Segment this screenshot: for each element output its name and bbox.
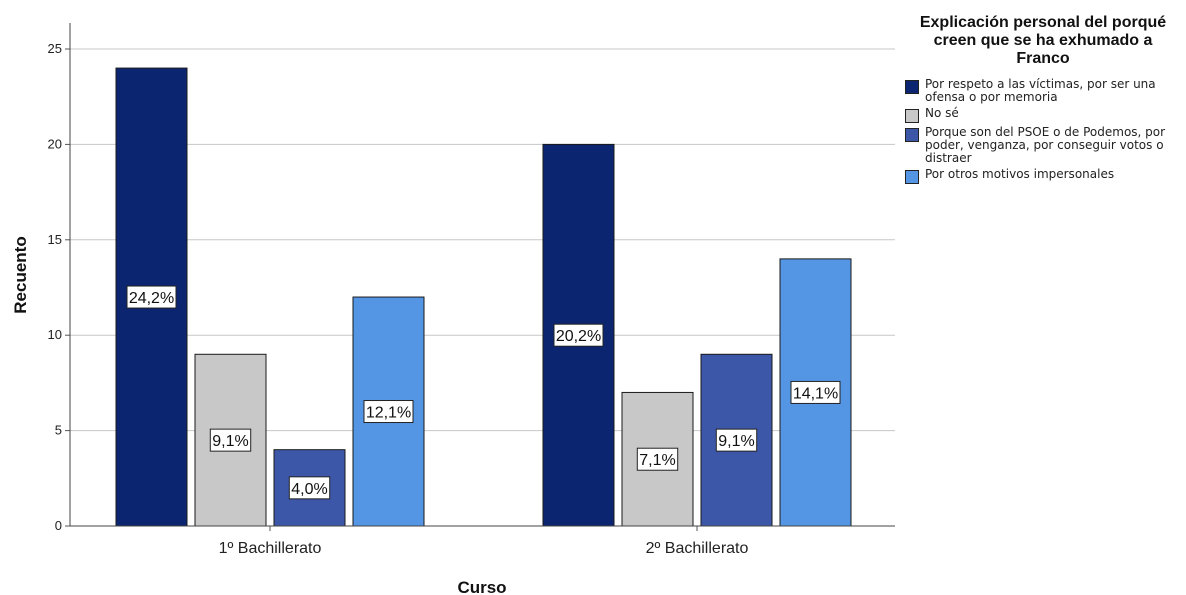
y-tick-label: 25 <box>48 41 62 56</box>
y-tick-label: 15 <box>48 232 62 247</box>
data-label: 4,0% <box>291 481 327 498</box>
y-tick-label: 10 <box>48 327 62 342</box>
data-label: 12,1% <box>366 405 411 422</box>
data-label-box <box>636 447 679 471</box>
legend-label: No sé <box>925 106 959 120</box>
axes: 0 5 10 15 20 25 1º Bachillerato 2º Bachillerato <box>48 23 895 557</box>
data-label-box <box>126 285 177 309</box>
data-label: 24,2% <box>129 290 174 307</box>
data-label-box <box>790 380 841 404</box>
data-label-box <box>288 476 331 500</box>
legend-title: Explicación personal del porqué creen qu… <box>919 14 1167 67</box>
data-label: 9,1% <box>718 433 754 450</box>
y-tick-label: 5 <box>55 423 62 438</box>
legend-label: Por respeto a las víctimas, por ser una … <box>925 77 1156 104</box>
y-axis-title: Recuento <box>11 236 30 313</box>
data-label: 9,1% <box>212 433 248 450</box>
legend-item: No sé <box>905 107 1181 123</box>
data-label-box <box>553 323 604 347</box>
x-axis-title: Curso <box>457 578 506 595</box>
legend-swatch <box>905 109 919 123</box>
bars <box>115 67 852 527</box>
legend-swatch <box>905 128 919 142</box>
legend-item: Por respeto a las víctimas, por ser una … <box>905 78 1181 104</box>
legend: Explicación personal del porqué creen qu… <box>905 14 1181 187</box>
data-label: 20,2% <box>556 328 601 345</box>
bar-chart: 0 5 10 15 20 25 1º Bachillerato 2º Bachillerato… <box>11 23 895 595</box>
legend-label: Por otros motivos impersonales <box>925 167 1115 181</box>
legend-swatch <box>905 80 919 94</box>
x-tick-label: 2º Bachillerato <box>646 540 749 557</box>
legend-item: Porque son del PSOE o de Podemos, por po… <box>905 126 1181 165</box>
data-label-box <box>363 400 414 424</box>
data-label-box <box>209 428 252 452</box>
data-label-box <box>715 428 758 452</box>
legend-label: Porque son del PSOE o de Podemos, por po… <box>925 125 1166 165</box>
x-tick-label: 1º Bachillerato <box>219 540 322 557</box>
y-tick-label: 20 <box>48 136 62 151</box>
data-labels: 24,2% 20,2% 9,1% 7,1% 4,0% 9,1% 12,1% 14,1% <box>126 285 841 500</box>
y-tick-label: 0 <box>55 518 62 533</box>
data-label: 7,1% <box>639 452 675 469</box>
legend-item: Por otros motivos impersonales <box>905 168 1181 184</box>
data-label: 14,1% <box>793 385 838 402</box>
legend-swatch <box>905 170 919 184</box>
